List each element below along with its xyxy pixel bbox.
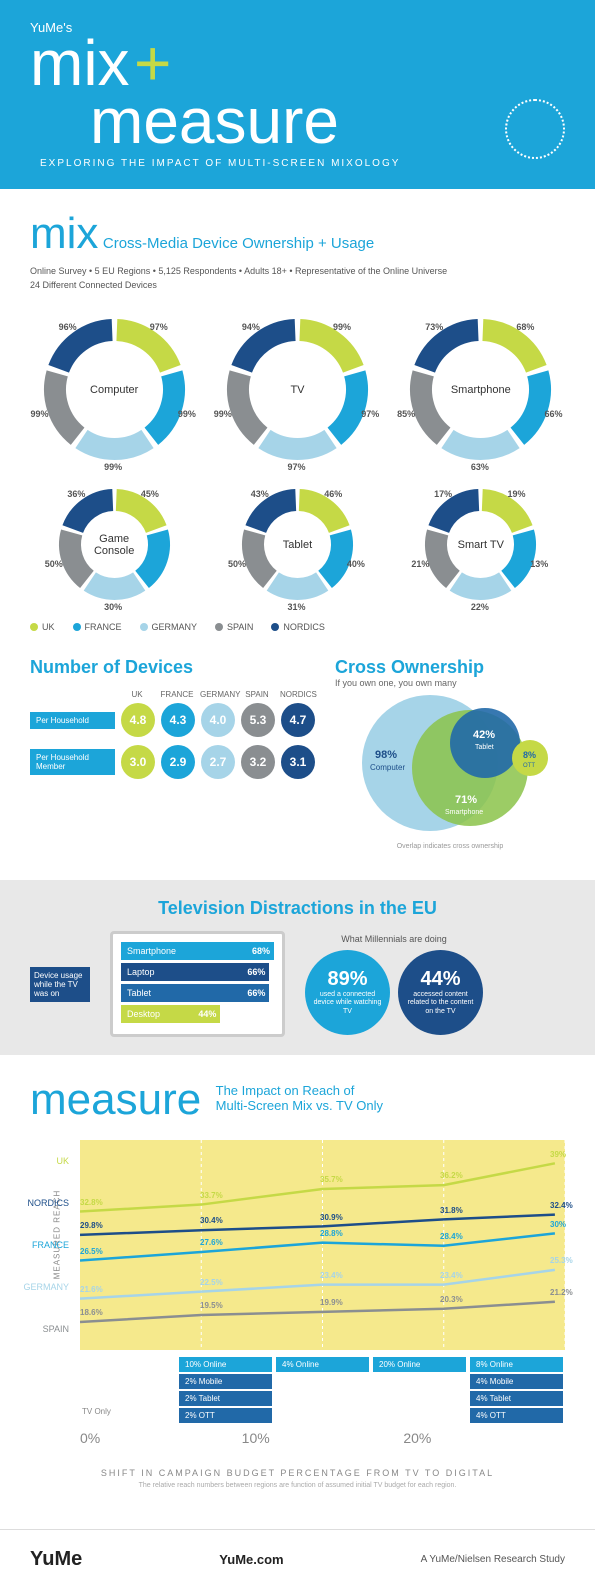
svg-text:71%: 71% [455,794,477,806]
legend-item: UK [30,622,55,632]
cross-sub: If you own one, you own many [335,678,565,688]
footer-study: A YuMe/Nielsen Research Study [421,1554,565,1565]
measure-title: measure [30,1075,201,1125]
dmix-col: 10% Online2% Mobile2% Tablet2% OTT [177,1355,274,1425]
svg-text:98%: 98% [375,749,397,761]
measure-section: measure The Impact on Reach of Multi-Scr… [0,1055,595,1509]
donut-Computer: Computer97%99%99%99%96% [37,312,192,467]
eu-stars-icon [505,99,565,159]
tv-screen: Smartphone68% Laptop66% Tablet66% Desktop44… [110,931,285,1037]
devices-panel: Number of Devices UKFRANCEGERMANYSPAINNO… [30,657,315,850]
donut-TV: TV99%97%97%99%94% [220,312,375,467]
hero-sub: EXPLORING THE IMPACT OF MULTI-SCREEN MIX… [40,158,565,169]
tv-distractions: Television Distractions in the EU Device… [0,880,595,1055]
svg-text:Tablet: Tablet [475,744,494,751]
donut-grid: Computer97%99%99%99%96%TV99%97%97%99%94%… [30,312,565,607]
hero-measure: measure [90,93,565,151]
dmix-col: 4% Online [274,1355,371,1425]
svg-text:OTT: OTT [523,763,535,769]
millennial-stat: 89%used a connected device while watchin… [305,950,390,1035]
survey-meta: Online Survey • 5 EU Regions • 5,125 Res… [30,265,565,292]
device-row: Per Household Member3.02.92.73.23.1 [30,745,315,779]
millennials-circles: 89%used a connected device while watchin… [305,950,483,1035]
region-legend: UK FRANCE GERMANY SPAIN NORDICS [30,622,565,632]
dmix-col: 20% Online [371,1355,468,1425]
hero-banner: YuMe's mix + measure EXPLORING THE IMPAC… [0,0,595,189]
donut-Smartphone: Smartphone68%66%63%85%73% [403,312,558,467]
svg-text:8%: 8% [523,750,536,760]
tv-usage-label: Device usage while the TV was on [30,967,90,1002]
measure-sub: The Impact on Reach of Multi-Screen Mix … [216,1083,383,1113]
reach-chart: MEASURED REACH UKNORDICSFRANCEGERMANYSPA… [30,1140,565,1430]
svg-text:Smartphone: Smartphone [445,809,483,816]
dmix-col: TV Only [80,1355,177,1425]
footer-logo: YuMe [30,1548,82,1571]
tv-title: Television Distractions in the EU [30,898,565,919]
cross-venn: 98% Computer 71% Smartphone 42% Tablet 8… [335,688,565,838]
tv-bar: Laptop66% [121,963,269,981]
device-row: Per Household4.84.34.05.34.7 [30,703,315,737]
devices-title: Number of Devices [30,657,315,678]
digital-mix-row: TV Only10% Online2% Mobile2% Tablet2% OT… [80,1355,565,1425]
dmix-col: 8% Online4% Mobile4% Tablet4% OTT [468,1355,565,1425]
mix-section: mix Cross-Media Device Ownership + Usage… [0,189,595,870]
cross-note: Overlap indicates cross ownership [335,843,565,850]
x-axis-note: The relative reach numbers between regio… [30,1482,565,1489]
mix-title: mix [30,209,98,258]
devices-header: UKFRANCEGERMANYSPAINNORDICS [120,690,315,699]
millennials-label: What Millennials are doing [305,934,483,944]
footer: YuMe YuMe.com A YuMe/Nielsen Research St… [0,1529,595,1589]
legend-item: GERMANY [140,622,198,632]
legend-item: NORDICS [271,622,325,632]
legend-item: SPAIN [215,622,253,632]
legend-item: FRANCE [73,622,122,632]
cross-ownership-panel: Cross Ownership If you own one, you own … [335,657,565,850]
tv-bar: Desktop44% [121,1005,220,1023]
tv-bar: Smartphone68% [121,942,274,960]
millennial-stat: 44%accessed content related to the conte… [398,950,483,1035]
svg-text:42%: 42% [473,729,495,741]
donut-Game Console: Game Console45%30%50%36% [52,482,177,607]
donut-Smart TV: Smart TV19%13%22%21%17% [418,482,543,607]
donut-Tablet: Tablet46%40%31%50%43% [235,482,360,607]
svg-text:Computer: Computer [370,763,405,772]
tv-bar: Tablet66% [121,984,269,1002]
footer-url: YuMe.com [219,1552,283,1567]
x-axis-title: SHIFT IN CAMPAIGN BUDGET PERCENTAGE FROM… [30,1468,565,1478]
mix-subtitle: Cross-Media Device Ownership + Usage [103,235,374,252]
cross-title: Cross Ownership [335,657,565,678]
